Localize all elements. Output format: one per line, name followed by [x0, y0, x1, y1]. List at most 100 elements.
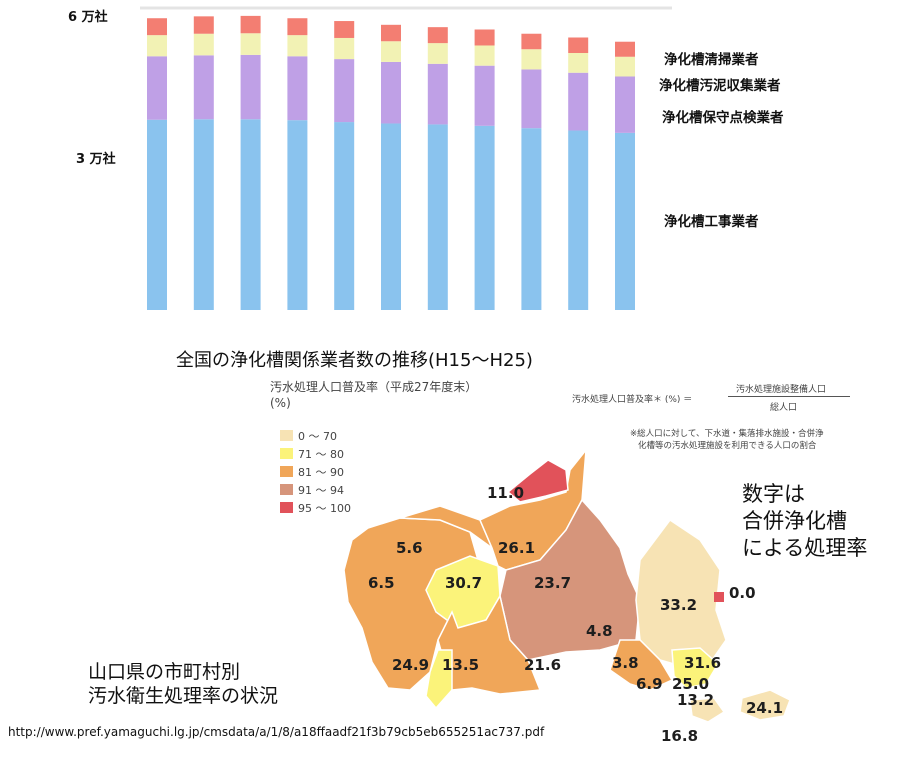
chart-title: 全国の浄化槽関係業者数の推移(H15～H25) [176, 350, 533, 371]
series-label-cleaning: 浄化槽清掃業者 [664, 52, 759, 68]
series-label-maintenance: 浄化槽保守点検業者 [662, 110, 784, 126]
legend-range: 71 ～ 80 [298, 448, 344, 461]
bar-segment [568, 130, 589, 310]
legend-range: 81 ～ 90 [298, 466, 344, 479]
bar-segment [381, 24, 401, 42]
bar-segment [568, 52, 589, 73]
bar-segment [615, 41, 635, 57]
bottom-caption-line-1: 山口県の市町村別 [88, 661, 241, 683]
map-value-label: 11.0 [487, 484, 525, 502]
bar-segment [427, 124, 448, 311]
bar-segment [615, 56, 635, 77]
legend-range: 0 ～ 70 [298, 430, 337, 443]
map-region-southwest-yellow [425, 649, 453, 710]
bar-segment [193, 55, 214, 120]
bar-segment [521, 49, 542, 70]
side-note-line-3: による処理率 [742, 536, 868, 560]
map-region-small-high [714, 592, 724, 602]
bar-segment [147, 35, 167, 57]
map-formula-numerator: 汚水処理施設整備人口 [736, 385, 827, 395]
bar-segment [334, 122, 355, 310]
bar-segment [193, 33, 214, 56]
bar-segment [615, 76, 635, 133]
side-note-line-2: 合併浄化槽 [742, 509, 847, 533]
map-title: 汚水処理人口普及率（平成27年度末） [270, 380, 478, 394]
legend-range: 91 ～ 94 [298, 484, 344, 497]
bar-segment [474, 45, 495, 66]
map-formula-denominator: 総人口 [770, 403, 798, 413]
map-note-line-1: ※総人口に対して、下水道・集落排水施設・合併浄 [630, 429, 824, 439]
y-tick-label: 6 万社 [68, 10, 108, 25]
legend-range: 95 ～ 100 [298, 502, 351, 515]
map-value-label: 5.6 [396, 539, 423, 557]
bar-segment [193, 119, 214, 310]
map-value-label: 21.6 [524, 656, 562, 674]
map-value-label: 25.0 [672, 675, 710, 693]
bar-segment [287, 35, 308, 57]
bar-segment [427, 27, 448, 44]
bar-segment [381, 41, 401, 62]
map-value-label: 26.1 [498, 539, 536, 557]
stacked-bar-chart [147, 15, 635, 311]
bar-segment [568, 72, 589, 131]
bar-segment [147, 18, 167, 36]
map-region-island-east [739, 689, 791, 721]
bar-segment [521, 128, 542, 310]
map-value-label: 13.2 [677, 691, 715, 709]
bar-segment [147, 56, 167, 120]
bar-segment [474, 65, 495, 126]
map-value-label: 16.8 [661, 727, 699, 745]
bar-segment [427, 63, 448, 125]
bar-segment [521, 69, 542, 129]
bar-segment [521, 33, 542, 50]
legend-swatch [280, 430, 293, 441]
source-url: http://www.pref.yamaguchi.lg.jp/cmsdata/… [8, 725, 545, 739]
map-value-label: 0.0 [729, 584, 756, 602]
legend-swatch [280, 484, 293, 495]
bar-segment [240, 119, 261, 310]
bar-segment [334, 59, 355, 123]
bar-segment [287, 56, 308, 121]
map-formula-left: 汚水処理人口普及率＊ (%) ＝ [572, 395, 693, 405]
bar-segment [427, 43, 448, 64]
map-formula-bar [728, 396, 850, 397]
map-value-label: 4.8 [586, 622, 613, 640]
map-note-line-2: 化槽等の汚水処理施設を利用できる人口の割合 [638, 441, 817, 451]
bar-segment [240, 54, 261, 120]
map-value-label: 6.5 [368, 574, 395, 592]
bar-segment [474, 29, 495, 46]
map-value-label: 24.9 [392, 656, 430, 674]
bar-segment [287, 18, 308, 36]
bar-segment [568, 37, 589, 53]
map-value-label: 13.5 [442, 656, 480, 674]
bar-segment [334, 37, 355, 60]
bar-segment [240, 15, 261, 34]
map-value-label: 33.2 [660, 596, 698, 614]
bar-segment [240, 33, 261, 55]
legend-swatch [280, 502, 293, 513]
map-value-label: 6.9 [636, 675, 663, 693]
bar-segment [381, 61, 401, 124]
bar-segment [381, 123, 401, 310]
map-value-label: 23.7 [534, 574, 572, 592]
yamaguchi-map [343, 447, 791, 723]
map-value-label: 30.7 [445, 574, 483, 592]
bar-segment [147, 119, 167, 310]
legend-swatch [280, 448, 293, 459]
map-value-label: 24.1 [746, 699, 784, 717]
map-region-island-south [689, 697, 726, 723]
series-label-sludge: 浄化槽汚泥収集業者 [659, 78, 781, 94]
map-region-high [506, 459, 569, 503]
y-tick-label: 3 万社 [76, 152, 116, 167]
map-value-label: 31.6 [684, 654, 722, 672]
map-value-label: 3.8 [612, 654, 639, 672]
side-note-line-1: 数字は [742, 482, 805, 506]
bar-segment [193, 16, 214, 34]
map-unit: (%) [270, 396, 291, 410]
series-label-construction: 浄化槽工事業者 [664, 214, 759, 230]
legend-swatch [280, 466, 293, 477]
map-region-east [635, 518, 727, 669]
map-region-yellow-east [671, 647, 719, 689]
bar-segment [474, 125, 495, 310]
